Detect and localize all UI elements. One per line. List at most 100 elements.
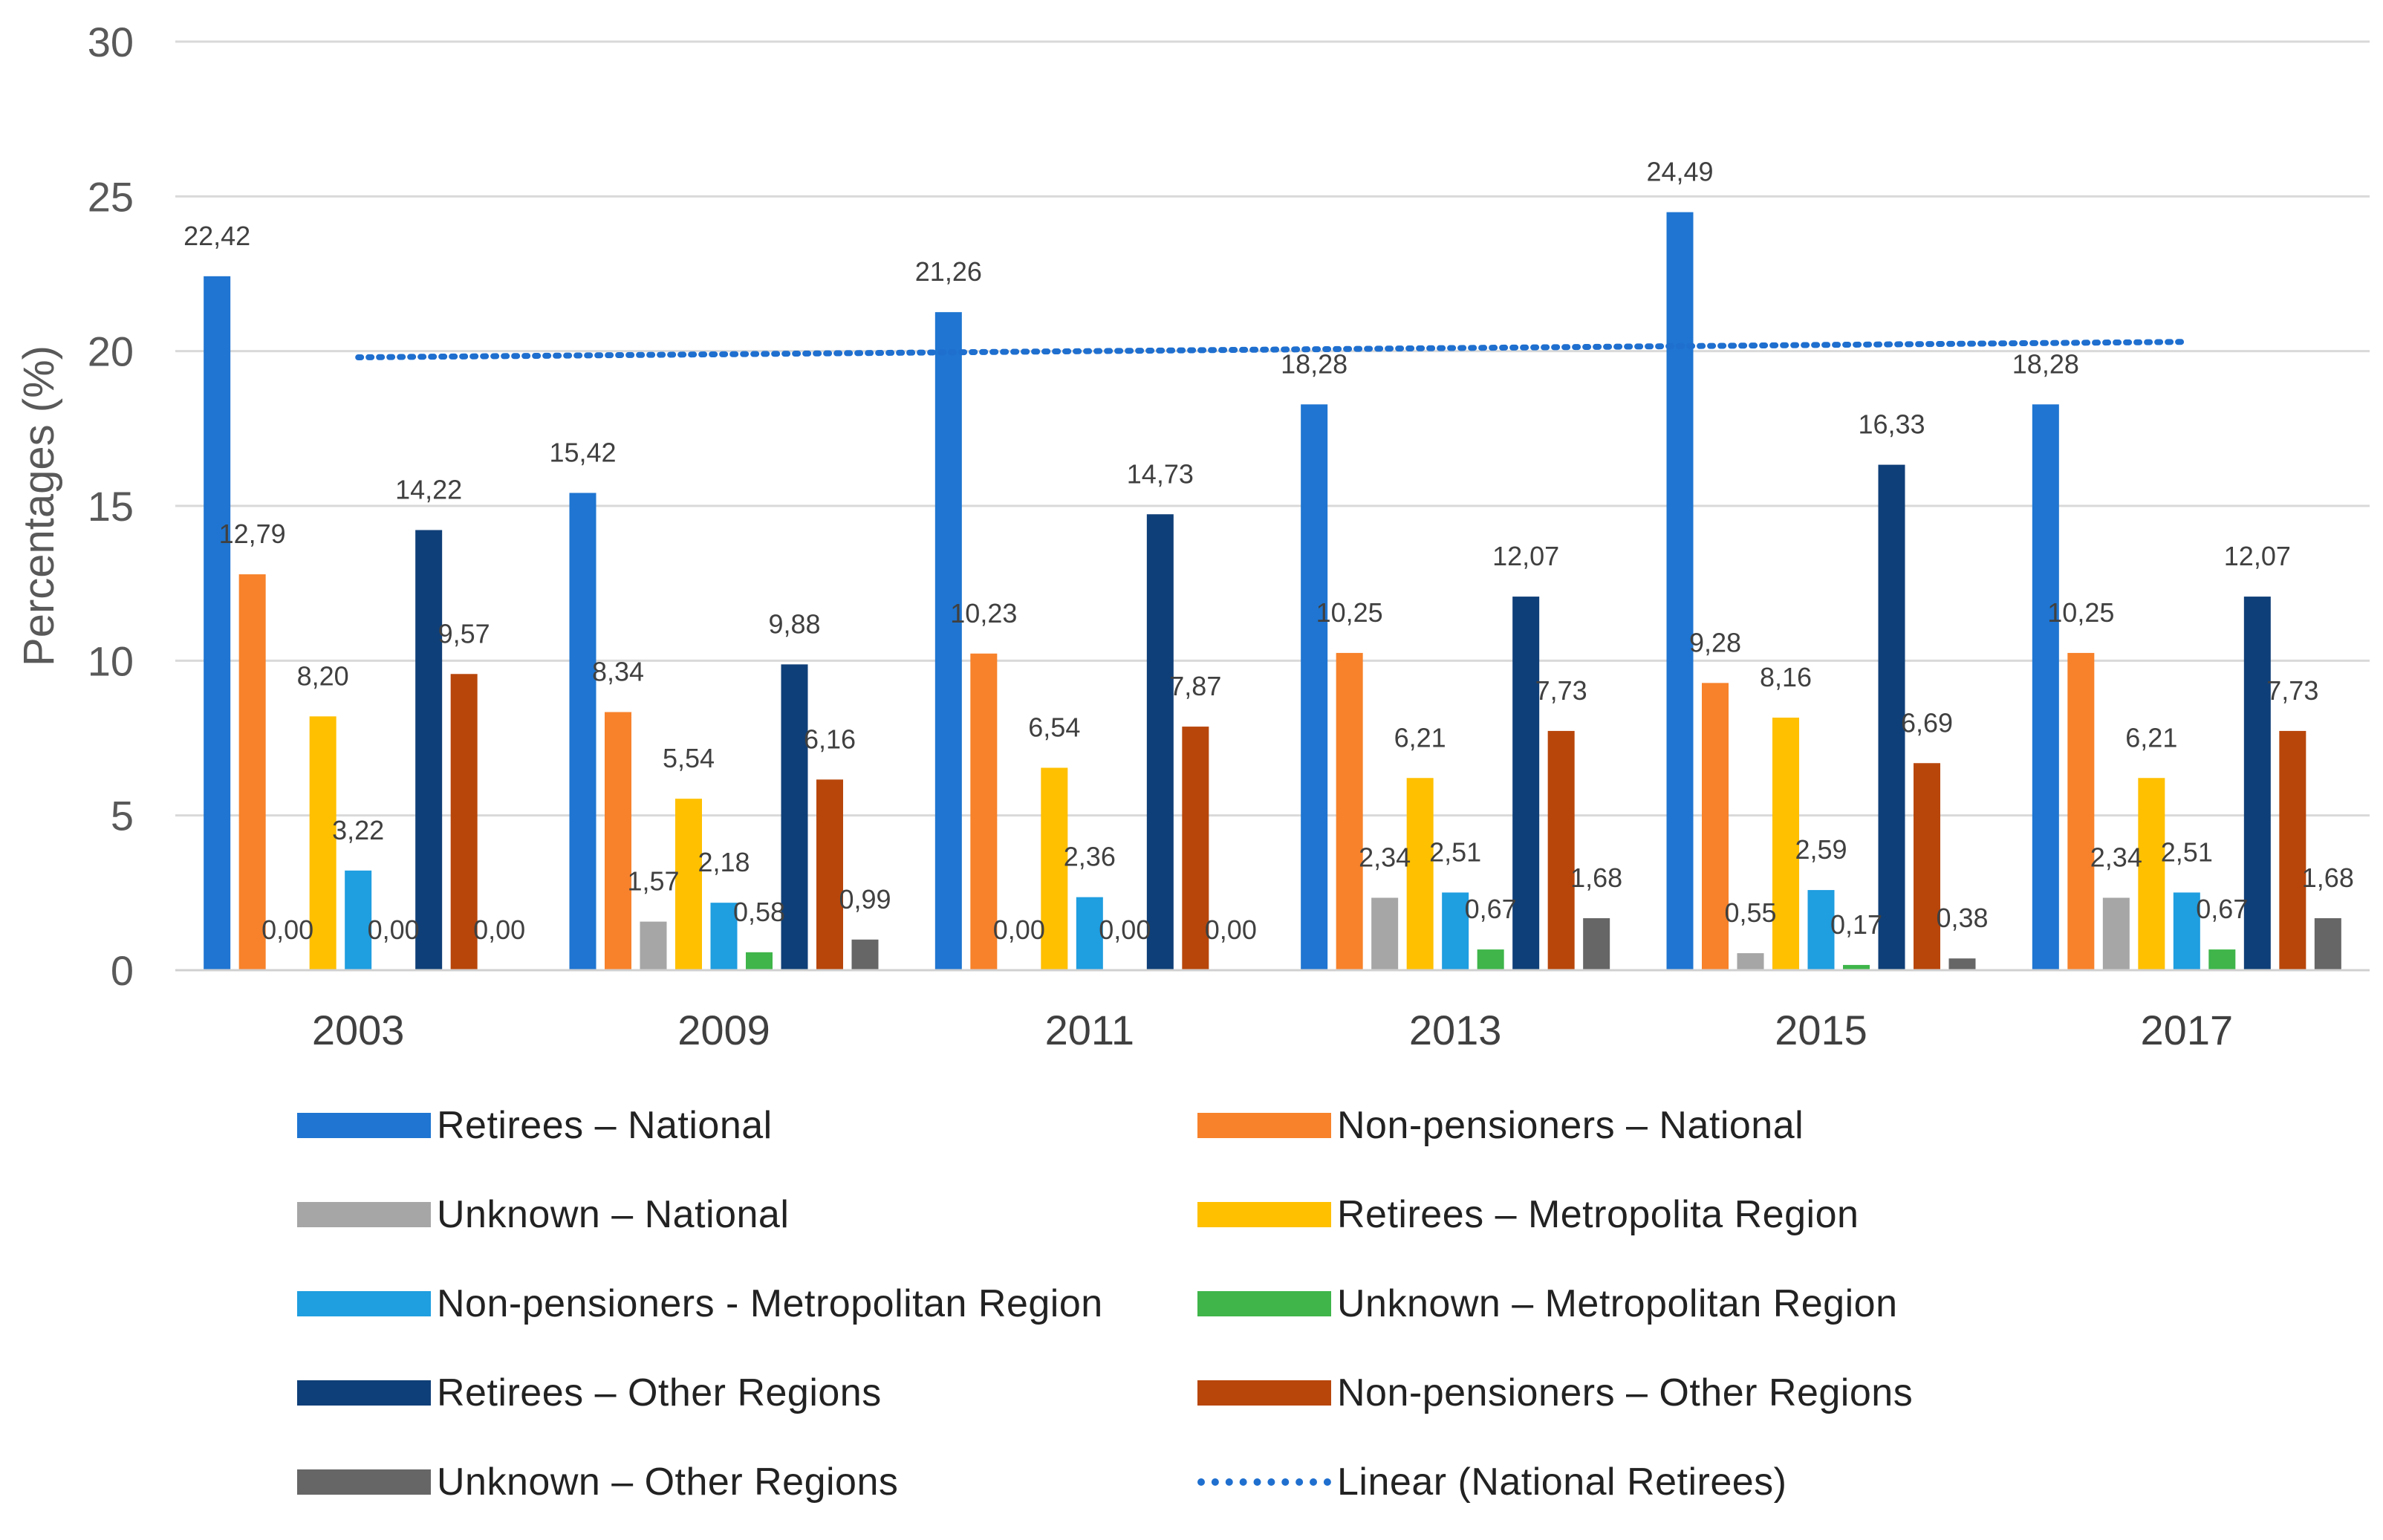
bar-value-label: 2,51 <box>2161 836 2213 867</box>
legend-swatch <box>1197 1380 1331 1406</box>
bar-value-label: 6,21 <box>1394 722 1446 753</box>
x-tick-label: 2015 <box>1775 1007 1867 1053</box>
bar-value-label: 2,59 <box>1795 834 1847 865</box>
bar <box>816 779 843 970</box>
bar-value-label: 21,26 <box>915 256 982 287</box>
bar-value-label: 8,34 <box>592 657 644 687</box>
bar-value-label: 2,34 <box>2090 842 2142 873</box>
legend-swatch <box>297 1113 431 1138</box>
legend-label: Non-pensioners – Other Regions <box>1337 1371 1914 1414</box>
legend-swatch <box>297 1469 431 1495</box>
bar <box>309 716 337 970</box>
bar <box>1076 897 1103 970</box>
y-tick-label: 5 <box>111 793 134 839</box>
bar-value-label: 0,00 <box>1205 914 1257 945</box>
legend-item: Unknown – National <box>297 1189 789 1241</box>
bar <box>934 312 962 971</box>
bar-value-label: 8,16 <box>1760 662 1812 692</box>
legend-trendline-swatch <box>1197 1478 1331 1486</box>
bar <box>2208 949 2236 970</box>
bar <box>640 921 667 970</box>
bar <box>1371 897 1399 970</box>
legend-label: Retirees – National <box>437 1104 773 1147</box>
bar-value-label: 2,34 <box>1359 842 1411 873</box>
bar-value-label: 0,58 <box>733 897 785 927</box>
legend-swatch <box>1197 1113 1331 1138</box>
bar-value-label: 0,55 <box>1724 897 1776 928</box>
legend-label: Unknown – Other Regions <box>437 1461 899 1504</box>
bar <box>1442 892 1469 970</box>
bar <box>1182 727 1209 970</box>
bar-value-label: 24,49 <box>1646 157 1713 187</box>
bar-value-label: 18,28 <box>1281 348 1347 379</box>
bar-value-label: 12,07 <box>1492 541 1559 571</box>
bar-value-label: 1,68 <box>1570 862 1622 893</box>
legend: Retirees – National Non-pensioners – Nati… <box>297 1099 2080 1515</box>
bar <box>2173 892 2200 970</box>
y-tick-label: 15 <box>88 483 134 530</box>
bar-value-label: 14,22 <box>395 475 462 505</box>
legend-label: Retirees – Other Regions <box>437 1371 882 1414</box>
bar <box>675 799 702 970</box>
bar-value-label: 8,20 <box>297 660 349 691</box>
bar-value-label: 0,00 <box>473 914 525 945</box>
y-tick-label: 25 <box>88 173 134 220</box>
bar <box>605 712 631 970</box>
bar <box>1914 763 1940 970</box>
bar <box>1547 730 1575 970</box>
x-tick-label: 2013 <box>1409 1007 1502 1053</box>
bar-value-label: 1,68 <box>2302 862 2354 893</box>
legend-item: Non-pensioners – National <box>1197 1099 1804 1151</box>
legend-item: Unknown – Other Regions <box>297 1456 898 1508</box>
bar <box>1807 890 1835 970</box>
bar <box>450 674 478 970</box>
bar-value-label: 0,67 <box>1465 894 1517 924</box>
bar <box>2032 404 2059 970</box>
bar-value-label: 1,57 <box>627 866 679 897</box>
bar <box>1336 652 1363 970</box>
bar-value-label: 10,23 <box>950 598 1017 628</box>
bar <box>1772 718 1799 970</box>
bar-value-label: 22,42 <box>183 221 250 251</box>
bar <box>746 952 773 970</box>
bar-value-labels: 22,42 12,79 0,00 8,20 3,22 0,00 14,22 9,57 0,00 1… <box>183 157 2354 945</box>
bar-value-label: 6,21 <box>2125 722 2177 753</box>
bar <box>710 903 738 970</box>
bar-value-label: 6,16 <box>804 724 856 754</box>
legend-item: Non-pensioners – Other Regions <box>1197 1367 1913 1419</box>
bar-value-label: 6,54 <box>1028 712 1080 743</box>
bar-value-label: 12,79 <box>219 519 286 549</box>
bar-value-label: 12,07 <box>2224 541 2291 571</box>
bar-value-label: 2,18 <box>698 847 750 877</box>
bar-value-label: 0,00 <box>261 914 313 945</box>
bars <box>204 212 2341 971</box>
y-tick-label: 10 <box>88 637 134 684</box>
bar <box>1702 683 1729 970</box>
legend-swatch <box>1197 1202 1331 1227</box>
bar-value-label: 2,36 <box>1064 842 1116 872</box>
bar-value-label: 9,57 <box>438 618 490 649</box>
bar-value-label: 18,28 <box>2012 348 2079 379</box>
bar-value-label: 5,54 <box>663 743 715 773</box>
legend-label: Linear (National Retirees) <box>1337 1461 1787 1504</box>
bar <box>2067 652 2095 970</box>
bar <box>2279 730 2306 970</box>
bar-value-label: 15,42 <box>549 438 616 468</box>
x-tick-label: 2003 <box>312 1007 405 1053</box>
x-tick-label: 2017 <box>2141 1007 2234 1053</box>
bar-value-label: 14,73 <box>1127 458 1194 489</box>
gridlines <box>175 40 2370 817</box>
bar <box>1477 949 1504 970</box>
bar <box>238 574 266 970</box>
x-axis-ticks: 2003 2009 2011 2013 2015 2017 <box>312 1007 2233 1053</box>
bar <box>851 939 879 970</box>
y-axis-ticks: 0 5 10 15 20 25 30 <box>88 19 134 994</box>
bar <box>781 664 808 970</box>
legend-item: Retirees – National <box>297 1099 773 1151</box>
x-tick-label: 2009 <box>677 1007 770 1053</box>
legend-label: Unknown – National <box>437 1193 790 1236</box>
bar <box>2138 778 2165 970</box>
y-tick-label: 30 <box>88 19 134 65</box>
bar <box>1041 767 1068 970</box>
bar-value-label: 6,69 <box>1901 707 1953 738</box>
